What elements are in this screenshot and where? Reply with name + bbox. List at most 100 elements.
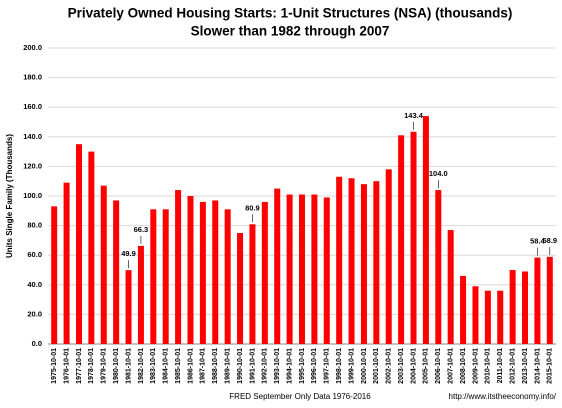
- x-tick-label: 2010-10-01: [485, 348, 492, 384]
- x-tick-label: 2005-10-01: [423, 348, 430, 384]
- x-tick-label: 1982-10-01: [138, 348, 145, 384]
- y-tick-label: 120.0: [23, 161, 42, 170]
- x-tick-label: 2007-10-01: [448, 348, 455, 384]
- bar: [323, 197, 330, 344]
- x-tick-label: 1994-10-01: [286, 348, 293, 384]
- x-tick-label: 2011-10-01: [497, 348, 504, 384]
- bar: [249, 224, 256, 344]
- bar: [162, 209, 169, 344]
- chart-title: Privately Owned Housing Starts: 1-Unit S…: [68, 6, 513, 21]
- source: http://www.itstheeconomy.info/: [449, 392, 557, 401]
- y-tick-label: 80.0: [27, 221, 42, 230]
- bar: [175, 190, 182, 344]
- x-tick-label: 1990-10-01: [237, 348, 244, 384]
- bar: [422, 116, 429, 344]
- bar: [447, 230, 454, 344]
- x-tick-label: 1993-10-01: [274, 348, 281, 384]
- bar: [360, 184, 367, 344]
- value-label: 66.3: [134, 225, 149, 234]
- bar: [435, 190, 442, 344]
- y-tick-label: 160.0: [23, 102, 42, 111]
- bar: [51, 206, 58, 344]
- bar: [137, 245, 144, 344]
- bar: [63, 182, 70, 344]
- bar: [100, 185, 107, 344]
- bar: [212, 200, 219, 344]
- x-tick-label: 2000-10-01: [361, 348, 368, 384]
- y-tick-label: 180.0: [23, 73, 42, 82]
- bar: [410, 131, 417, 344]
- x-tick-label: 1992-10-01: [262, 348, 269, 384]
- x-tick-label: 2015-10-01: [547, 348, 554, 384]
- x-tick-label: 2012-10-01: [509, 348, 516, 384]
- x-tick-label: 2002-10-01: [386, 348, 393, 384]
- bar: [274, 188, 281, 344]
- bar: [75, 144, 82, 344]
- value-label: 49.9: [121, 249, 136, 258]
- bar: [261, 201, 268, 344]
- x-tick-label: 1979-10-01: [101, 348, 108, 384]
- x-tick-label: 1986-10-01: [187, 348, 194, 384]
- bar: [336, 176, 343, 344]
- bar: [497, 290, 504, 344]
- bar: [348, 178, 355, 344]
- x-tick-label: 2001-10-01: [373, 348, 380, 384]
- bar: [385, 169, 392, 344]
- x-tick-label: 1983-10-01: [150, 348, 157, 384]
- x-tick-label: 2008-10-01: [460, 348, 467, 384]
- value-label: 58.4: [530, 237, 545, 246]
- x-tick-label: 1981-10-01: [125, 348, 132, 384]
- x-tick-label: 1989-10-01: [225, 348, 232, 384]
- bar: [522, 271, 529, 344]
- bar: [88, 151, 95, 344]
- y-axis-label: Units Single Family (Thousands): [5, 134, 14, 258]
- x-tick-label: 1980-10-01: [113, 348, 120, 384]
- x-axis-label: FRED September Only Data 1976-2016: [229, 392, 371, 401]
- x-tick-label: 1976-10-01: [63, 348, 70, 384]
- y-tick-label: 60.0: [27, 250, 42, 259]
- x-tick-label: 1977-10-01: [76, 348, 83, 384]
- bar: [286, 194, 293, 344]
- x-tick-label: 2004-10-01: [410, 348, 417, 384]
- x-tick-label: 1978-10-01: [88, 348, 95, 384]
- x-tick-label: 1984-10-01: [163, 348, 170, 384]
- y-tick-label: 40.0: [27, 280, 42, 289]
- y-tick-label: 140.0: [23, 132, 42, 141]
- bar: [546, 256, 553, 344]
- bar: [224, 209, 231, 344]
- chart-subtitle: Slower than 1982 through 2007: [191, 24, 390, 39]
- x-tick-label: 2009-10-01: [472, 348, 479, 384]
- x-tick-label: 1995-10-01: [299, 348, 306, 384]
- bar: [199, 201, 206, 344]
- x-tick-label: 2003-10-01: [398, 348, 405, 384]
- x-tick-label: 1999-10-01: [348, 348, 355, 384]
- value-label: 143.4: [404, 111, 424, 120]
- x-tick-label: 1975-10-01: [51, 348, 58, 384]
- x-tick-label: 1987-10-01: [200, 348, 207, 384]
- x-tick-label: 1997-10-01: [324, 348, 331, 384]
- x-tick-label: 2013-10-01: [522, 348, 529, 384]
- bar: [509, 270, 516, 344]
- value-label: 104.0: [429, 169, 448, 178]
- bar: [311, 194, 318, 344]
- bar: [484, 290, 491, 344]
- x-tick-label: 1985-10-01: [175, 348, 182, 384]
- x-tick-label: 1991-10-01: [249, 348, 256, 384]
- y-tick-label: 20.0: [27, 309, 42, 318]
- bar: [534, 257, 541, 344]
- bar: [237, 233, 244, 344]
- x-tick-label: 1988-10-01: [212, 348, 219, 384]
- bar: [187, 196, 194, 344]
- y-tick-label: 0.0: [32, 339, 42, 348]
- bar: [460, 275, 467, 344]
- bar: [472, 286, 479, 344]
- bar: [373, 181, 380, 344]
- value-label: 58.9: [543, 236, 558, 245]
- bar: [299, 194, 305, 344]
- y-tick-label: 100.0: [23, 191, 42, 200]
- bar: [125, 270, 132, 344]
- bar: [150, 209, 157, 344]
- bar: [113, 200, 120, 344]
